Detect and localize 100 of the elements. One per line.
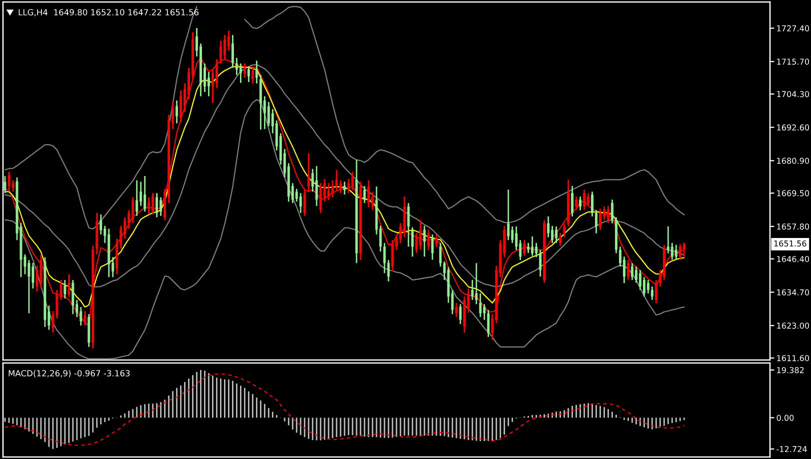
- candlestick: [255, 60, 258, 84]
- candlestick: [579, 196, 582, 211]
- candlestick: [156, 192, 158, 218]
- candlestick: [666, 226, 670, 254]
- candlestick: [455, 302, 458, 318]
- candlestick: [132, 196, 134, 224]
- candlestick: [583, 188, 586, 211]
- text: LLG,H4 1649.80 1652.10 1647.22 1651.56: [18, 9, 199, 16]
- candlestick: [590, 190, 594, 218]
- y-tick-label: 1704.30: [777, 91, 810, 98]
- candlestick: [539, 249, 542, 278]
- candlestick: [68, 274, 70, 298]
- y-tick-label: 1727.40: [777, 25, 810, 32]
- candlestick: [32, 262, 34, 290]
- candlestick: [144, 175, 146, 212]
- candlestick: [303, 188, 306, 217]
- candlestick: [654, 279, 658, 304]
- candlestick: [531, 236, 534, 256]
- candlestick: [327, 182, 330, 201]
- candlestick: [650, 286, 654, 301]
- candlestick: [251, 66, 254, 84]
- candlestick: [642, 276, 646, 298]
- y-tick-label: 1715.70: [777, 58, 810, 65]
- candlestick: [331, 180, 334, 198]
- candlestick: [475, 262, 478, 305]
- y-tick-label: 0.00: [776, 414, 794, 421]
- candlestick: [435, 234, 438, 248]
- candlestick: [670, 242, 674, 260]
- candlestick: [335, 169, 338, 191]
- candlestick: [148, 196, 150, 216]
- candlestick: [439, 242, 442, 268]
- y-tick-label: 1669.50: [777, 190, 810, 196]
- y-tick-label: 1692.60: [777, 124, 810, 130]
- candlestick: [507, 188, 510, 241]
- candlestick: [347, 178, 350, 194]
- candlestick: [559, 232, 562, 246]
- candlestick: [319, 182, 322, 214]
- y-tick-label: 1611.60: [777, 355, 810, 362]
- candlestick: [411, 226, 414, 258]
- candlestick: [299, 192, 302, 214]
- candlestick: [64, 279, 66, 300]
- candlestick: [487, 309, 490, 338]
- line-series: [4, 99, 685, 360]
- candlestick: [630, 262, 634, 281]
- candlestick: [247, 66, 250, 83]
- candlestick: [606, 205, 610, 224]
- candlestick: [315, 165, 318, 207]
- candlestick: [419, 219, 422, 250]
- y-tick-label: 19.382: [777, 367, 804, 374]
- y-tick-label: -12.724: [776, 446, 807, 452]
- candlestick: [295, 188, 298, 202]
- candlestick: [239, 62, 242, 84]
- candlestick: [571, 185, 574, 218]
- candlestick: [575, 196, 578, 211]
- candlestick: [674, 244, 678, 260]
- candlestick: [415, 232, 418, 254]
- candlestick: [471, 279, 474, 301]
- candlestick: [427, 229, 430, 251]
- candlestick: [527, 242, 530, 254]
- candlestick: [343, 181, 346, 196]
- candlestick: [610, 198, 614, 224]
- candlestick: [598, 208, 602, 231]
- candlestick: [459, 303, 462, 325]
- candlestick: [634, 266, 638, 284]
- candlestick: [160, 196, 162, 217]
- candlestick: [547, 216, 550, 238]
- text: 1651.56: [774, 240, 806, 247]
- candlestick: [28, 259, 30, 314]
- candlestick: [563, 222, 566, 238]
- candlestick: [136, 180, 138, 217]
- candlestick: [511, 226, 514, 244]
- candlestick: [523, 239, 526, 256]
- y-tick-label: 1646.40: [777, 256, 810, 262]
- candlestick: [367, 180, 370, 208]
- candlestick: [626, 259, 630, 281]
- candlestick: [594, 210, 598, 234]
- candlestick: [235, 57, 238, 76]
- candlestick: [176, 100, 178, 124]
- candlestick: [227, 30, 230, 52]
- candlestick: [646, 279, 650, 294]
- candlestick: [207, 71, 210, 97]
- candlestick: [40, 254, 42, 290]
- candlestick: [180, 90, 182, 123]
- candlestick: [351, 171, 354, 191]
- candlestick: [587, 192, 590, 207]
- y-tick-label: 1680.90: [777, 158, 810, 164]
- y-tick-label: 1623.00: [777, 322, 810, 329]
- candlestick: [431, 234, 434, 260]
- candlestick: [363, 185, 366, 204]
- candlestick: [243, 62, 246, 78]
- candlestick: [678, 244, 682, 260]
- candlestick: [479, 292, 482, 318]
- y-tick-label: 1634.70: [777, 289, 810, 296]
- candlestick: [407, 202, 410, 248]
- candlestick: [551, 225, 554, 244]
- candlestick: [371, 190, 374, 211]
- candlestick: [339, 180, 342, 194]
- text: MACD(12,26,9) -0.967 -3.163: [8, 370, 130, 378]
- candlestick: [100, 214, 102, 236]
- candlestick: [423, 225, 426, 258]
